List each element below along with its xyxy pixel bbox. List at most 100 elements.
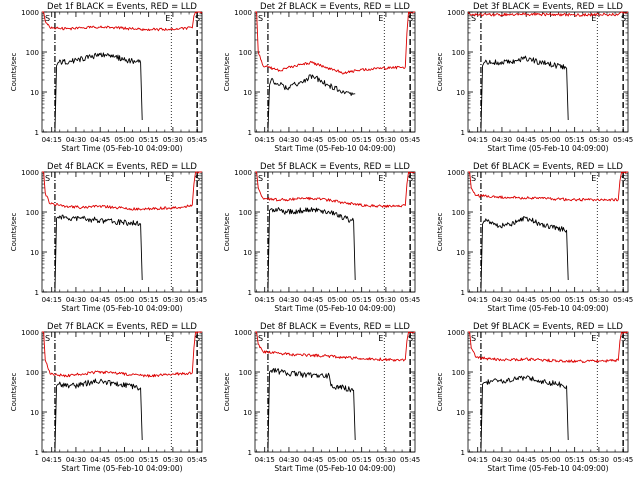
end-marker-label: E [378,174,383,183]
lld-line [255,11,415,75]
start-marker-label: S [195,174,200,183]
plot-frame [467,171,629,293]
x-axis-label: Start Time (05-Feb-10 04:09:00) [274,464,395,473]
start-marker-label: S [195,334,200,343]
y-tick-label: 1000 [21,169,39,177]
x-tick-label: 04:15 [468,456,488,464]
y-axis-label: Counts/sec [10,373,18,412]
y-tick-label: 100 [26,369,39,377]
start-marker-label: S [471,14,476,23]
x-axis-label: Start Time (05-Feb-10 04:09:00) [487,304,608,313]
y-tick-label: 1 [461,449,465,457]
x-tick-label: 04:45 [303,456,323,464]
x-tick-label: 05:15 [352,296,372,304]
y-tick-label: 1 [248,449,252,457]
x-tick-label: 04:45 [90,456,110,464]
x-tick-label: 05:15 [139,136,159,144]
x-tick-label: 05:45 [187,456,207,464]
y-tick-label: 1 [461,289,465,297]
y-tick-label: 1 [35,129,39,137]
lld-line [42,171,202,211]
x-axis-label: Start Time (05-Feb-10 04:09:00) [61,464,182,473]
x-tick-label: 05:15 [352,456,372,464]
start-marker-label: S [45,334,50,343]
y-tick-label: 10 [456,409,465,417]
y-tick-label: 1 [248,129,252,137]
y-axis-label: Counts/sec [223,373,231,412]
end-marker-label: E [591,14,596,23]
start-marker-label: S [471,334,476,343]
x-tick-label: 04:30 [492,456,512,464]
panel-title: Det 7f BLACK = Events, RED = LLD [47,322,197,332]
start-marker-label: S [408,174,413,183]
x-tick-label: 05:30 [589,456,609,464]
x-tick-label: 05:00 [327,136,347,144]
lld-line [468,171,628,202]
x-tick-label: 05:30 [376,296,396,304]
y-axis-label: Counts/sec [10,53,18,92]
x-tick-label: 05:00 [540,456,560,464]
y-tick-label: 1 [35,449,39,457]
y-tick-label: 100 [452,49,465,57]
y-axis-label: Counts/sec [436,373,444,412]
y-tick-label: 100 [26,49,39,57]
start-marker-label: S [621,334,626,343]
x-axis-label: Start Time (05-Feb-10 04:09:00) [487,144,608,153]
x-tick-label: 05:30 [376,456,396,464]
start-marker-label: S [258,334,263,343]
x-tick-label: 05:15 [565,296,585,304]
x-tick-label: 05:30 [163,456,183,464]
y-tick-label: 100 [26,209,39,217]
events-line [480,375,569,453]
events-line [54,378,143,453]
y-axis-label: Counts/sec [10,213,18,252]
panel-det-8: Det 8f BLACK = Events, RED = LLD 1 10 100 10… [223,322,420,473]
x-tick-label: 04:30 [279,296,299,304]
x-tick-label: 05:30 [376,136,396,144]
x-tick-label: 05:15 [352,136,372,144]
x-tick-label: 04:30 [492,296,512,304]
y-tick-label: 1000 [234,169,252,177]
lld-line [467,11,629,17]
x-tick-label: 05:45 [187,296,207,304]
events-line [267,207,356,293]
end-marker-label: E [165,174,170,183]
events-line [54,214,143,293]
y-tick-label: 1 [461,129,465,137]
y-tick-label: 1000 [447,169,465,177]
y-tick-label: 10 [243,249,252,257]
panel-title: Det 4f BLACK = Events, RED = LLD [47,162,197,172]
plot-frame [41,171,203,293]
start-marker-label: S [258,174,263,183]
x-tick-label: 05:45 [613,456,633,464]
events-line [480,55,569,133]
x-tick-label: 05:15 [565,456,585,464]
plot-frame [254,11,416,133]
panel-title: Det 8f BLACK = Events, RED = LLD [260,322,410,332]
start-marker-label: S [621,174,626,183]
y-axis-label: Counts/sec [436,213,444,252]
panel-det-7: Det 7f BLACK = Events, RED = LLD 1 10 100 10… [10,322,207,473]
y-tick-label: 100 [239,209,252,217]
x-tick-label: 05:30 [589,296,609,304]
y-tick-label: 1000 [234,329,252,337]
plot-frame [467,331,629,453]
y-tick-label: 10 [30,249,39,257]
panel-det-9: Det 9f BLACK = Events, RED = LLD 1 10 100 10… [436,322,633,473]
y-tick-label: 10 [243,409,252,417]
x-tick-label: 05:00 [540,296,560,304]
y-tick-label: 1 [248,289,252,297]
x-tick-label: 04:30 [279,136,299,144]
x-tick-label: 04:30 [66,456,86,464]
x-tick-label: 05:15 [139,296,159,304]
x-tick-label: 05:00 [327,456,347,464]
x-tick-label: 05:00 [327,296,347,304]
y-axis-label: Counts/sec [436,53,444,92]
y-tick-label: 1000 [234,9,252,17]
x-tick-label: 04:45 [90,296,110,304]
y-tick-label: 100 [239,369,252,377]
x-tick-label: 04:30 [66,136,86,144]
x-axis-label: Start Time (05-Feb-10 04:09:00) [274,144,395,153]
y-tick-label: 10 [30,89,39,97]
x-axis-label: Start Time (05-Feb-10 04:09:00) [61,304,182,313]
